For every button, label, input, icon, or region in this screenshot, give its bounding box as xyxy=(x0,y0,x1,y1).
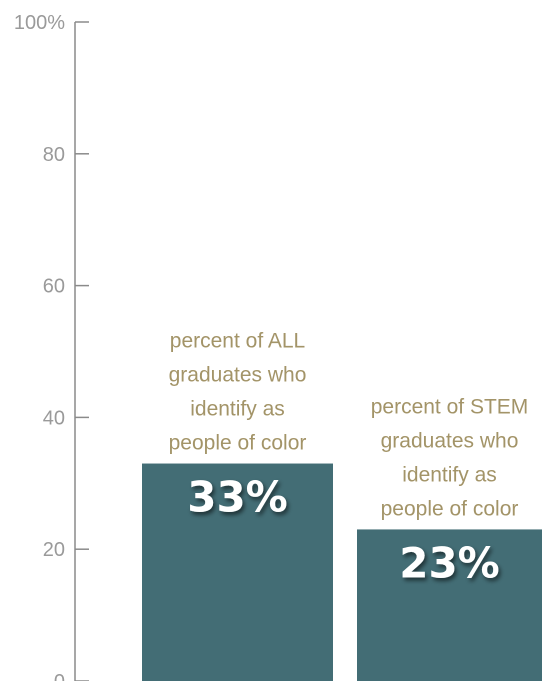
bar-caption-line: identify as xyxy=(190,398,285,421)
bar-caption-line: people of color xyxy=(381,497,519,520)
bar xyxy=(357,529,542,681)
y-tick-label: 80 xyxy=(43,144,65,166)
bar-caption-line: graduates who xyxy=(169,364,307,387)
bar-caption-line: people of color xyxy=(169,432,307,455)
y-tick-label: 0 xyxy=(54,671,65,681)
bar-value-label: 23% xyxy=(399,538,500,587)
bar-caption-line: percent of ALL xyxy=(170,330,305,353)
y-tick-label: 40 xyxy=(43,407,65,429)
y-tick-label: 100% xyxy=(14,12,65,34)
bar-caption-line: graduates who xyxy=(381,429,519,452)
bar-caption-line: identify as xyxy=(402,463,497,486)
y-tick-label: 60 xyxy=(43,276,65,298)
bar-caption-line: percent of STEM xyxy=(371,395,529,418)
bar-value-label: 33% xyxy=(187,473,288,522)
bar xyxy=(142,463,333,681)
y-tick-label: 20 xyxy=(43,539,65,561)
